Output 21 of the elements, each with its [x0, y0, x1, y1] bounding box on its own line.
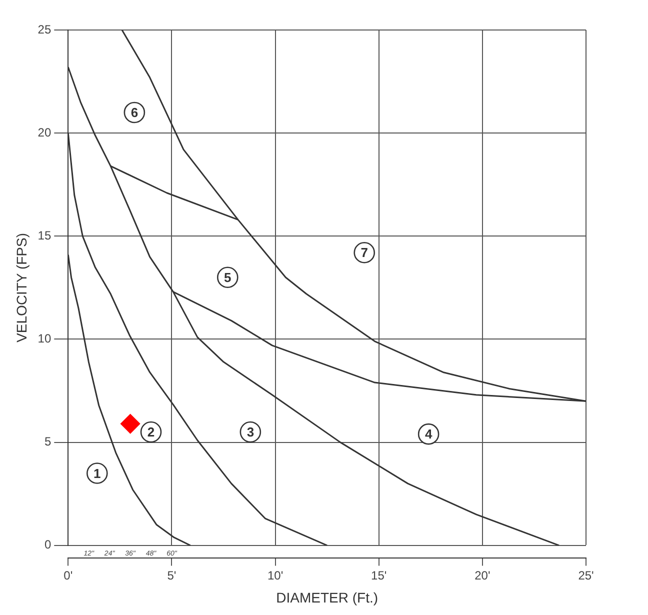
y-tick-label: 20	[38, 125, 52, 140]
annotation: 2	[147, 424, 155, 440]
annotation: 3	[246, 424, 254, 440]
y-tick-label: 10	[38, 332, 52, 346]
annotation: 7	[360, 245, 368, 260]
x-tick-label: 20'	[474, 568, 490, 582]
y-tick-label: 5	[44, 434, 52, 449]
annotation: 1	[94, 466, 101, 481]
x-tick-label: 25'	[578, 568, 594, 582]
annotation: 6	[130, 105, 138, 120]
y-tick-label: 0	[44, 538, 52, 552]
x-tick-label: 5'	[167, 568, 176, 582]
y-tick-label: 15	[38, 228, 52, 242]
y-tick-label: 25	[38, 22, 52, 36]
x-tick-label: 15'	[371, 568, 387, 582]
x-tick-label: 10'	[267, 568, 284, 582]
x-axis-title: DIAMETER (Ft.)	[276, 589, 378, 606]
y-axis-title: VELOCITY (FPS)	[13, 232, 30, 342]
annotation: 4	[424, 426, 433, 442]
annotation: 5	[224, 270, 232, 285]
x-tick-label: 0'	[64, 568, 73, 582]
